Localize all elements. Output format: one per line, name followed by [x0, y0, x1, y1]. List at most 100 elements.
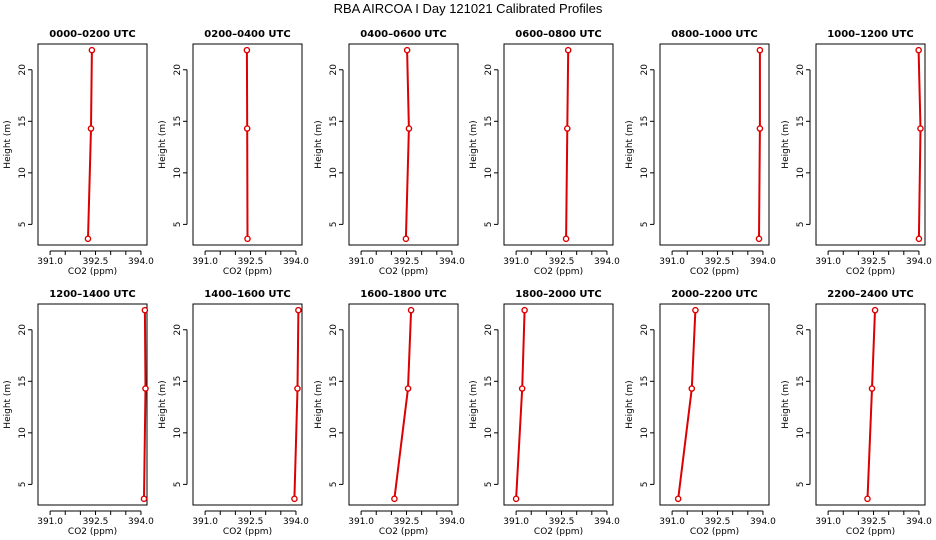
y-tick-label: 5 [796, 222, 806, 228]
plot-frame [503, 43, 614, 246]
y-tick-label: 20 [484, 64, 494, 76]
x-axis-label: CO2 (ppm) [223, 267, 272, 277]
x-tick-label: 392.5 [394, 257, 420, 267]
y-tick-label: 5 [173, 222, 183, 228]
profile-line [515, 310, 526, 499]
panel-title: 0800–1000 UTC [671, 29, 757, 40]
profile-point [674, 495, 682, 503]
profile-point [295, 306, 302, 314]
profile-point [84, 235, 92, 243]
x-tick-label: 394.0 [283, 257, 309, 267]
plot-frame [37, 43, 148, 246]
plot-frame [192, 303, 303, 506]
panel-10: 1800–2000 UTC 391.0 392.5 394.0 CO2 (ppm) 5 10… [469, 289, 620, 537]
plot-frame [348, 303, 459, 506]
profile-point [563, 125, 571, 132]
y-tick-label: 10 [18, 167, 28, 179]
panel-title: 0000–0200 UTC [49, 29, 135, 40]
x-tick-label: 392.5 [238, 257, 264, 267]
y-axis-label: Height (m) [625, 120, 635, 168]
y-tick-label: 20 [484, 324, 494, 336]
panel-8: 1400–1600 UTC 391.0 392.5 394.0 CO2 (ppm) 5 10… [158, 289, 309, 537]
y-tick-label: 10 [640, 167, 650, 179]
y-tick-label: 20 [329, 324, 339, 336]
x-tick-label: 392.5 [861, 517, 887, 527]
y-tick-label: 10 [18, 427, 28, 439]
profile-point [917, 125, 924, 132]
y-tick-label: 10 [796, 427, 806, 439]
panel-title: 2000–2200 UTC [671, 289, 757, 300]
panel-1: 0000–0200 UTC 391.0 392.5 394.0 CO2 (ppm) 5 10… [3, 29, 154, 277]
y-axis-label: Height (m) [3, 120, 13, 168]
x-tick-label: 391.0 [37, 517, 63, 527]
plot-frame [815, 43, 926, 246]
y-tick-label: 20 [173, 64, 183, 76]
y-axis-label: Height (m) [158, 120, 168, 168]
x-tick-label: 392.5 [83, 257, 109, 267]
x-axis-label: CO2 (ppm) [690, 267, 739, 277]
x-tick-label: 394.0 [128, 517, 154, 527]
profile-point [755, 235, 763, 243]
y-tick-label: 10 [173, 427, 183, 439]
x-tick-label: 394.0 [594, 257, 620, 267]
y-axis-label: Height (m) [314, 380, 324, 428]
x-tick-label: 394.0 [906, 257, 932, 267]
panel-title: 1200–1400 UTC [49, 289, 135, 300]
profile-line [565, 50, 570, 239]
y-tick-label: 15 [640, 376, 650, 387]
profile-point [871, 306, 879, 314]
y-tick-label: 20 [18, 324, 28, 336]
y-axis-label: Height (m) [781, 380, 791, 428]
profile-point [756, 125, 764, 132]
profile-line [866, 310, 876, 499]
plot-frame [659, 43, 770, 246]
panel-3: 0400–0600 UTC 391.0 392.5 394.0 CO2 (ppm) 5 10… [314, 29, 465, 277]
profile-point [407, 306, 415, 314]
profile-point [142, 385, 149, 392]
profile-point [688, 385, 696, 392]
panel-title: 0400–0600 UTC [360, 29, 446, 40]
profile-point [243, 46, 251, 54]
y-axis-label: Height (m) [158, 380, 168, 428]
profile-line [393, 310, 413, 499]
profile-point [405, 125, 413, 132]
profile-point [141, 306, 149, 314]
profile-point [291, 495, 298, 503]
profile-point [756, 46, 764, 54]
profile-line [87, 50, 93, 239]
x-tick-label: 392.5 [549, 257, 575, 267]
x-tick-label: 391.0 [192, 257, 218, 267]
x-axis-label: CO2 (ppm) [379, 527, 428, 537]
profile-point [140, 495, 148, 503]
profile-point [294, 385, 301, 392]
x-tick-label: 392.5 [394, 517, 420, 527]
y-tick-label: 15 [484, 116, 494, 127]
x-axis-label: CO2 (ppm) [534, 527, 583, 537]
y-tick-label: 5 [18, 222, 28, 228]
profile-point [243, 125, 251, 132]
panel-7: 1200–1400 UTC 391.0 392.5 394.0 CO2 (ppm) 5 10… [3, 289, 154, 537]
x-tick-label: 392.5 [705, 517, 731, 527]
profile-point [562, 235, 570, 243]
panel-title: 1000–1200 UTC [827, 29, 913, 40]
x-tick-label: 394.0 [283, 517, 309, 527]
x-tick-label: 394.0 [750, 257, 776, 267]
profile-point [518, 385, 526, 392]
y-tick-label: 10 [173, 167, 183, 179]
x-tick-label: 391.0 [815, 517, 841, 527]
y-tick-label: 5 [484, 482, 494, 488]
y-tick-label: 5 [329, 482, 339, 488]
y-tick-label: 20 [796, 64, 806, 76]
y-tick-label: 15 [18, 376, 28, 387]
x-tick-label: 394.0 [439, 257, 465, 267]
profile-point [521, 306, 528, 314]
x-axis-label: CO2 (ppm) [68, 267, 117, 277]
profile-point [88, 46, 96, 54]
x-tick-label: 391.0 [503, 517, 529, 527]
y-tick-label: 20 [640, 324, 650, 336]
plot-frame [37, 303, 148, 506]
y-tick-label: 5 [173, 482, 183, 488]
x-tick-label: 394.0 [128, 257, 154, 267]
y-tick-label: 15 [18, 116, 28, 127]
panel-title: 1600–1800 UTC [360, 289, 446, 300]
